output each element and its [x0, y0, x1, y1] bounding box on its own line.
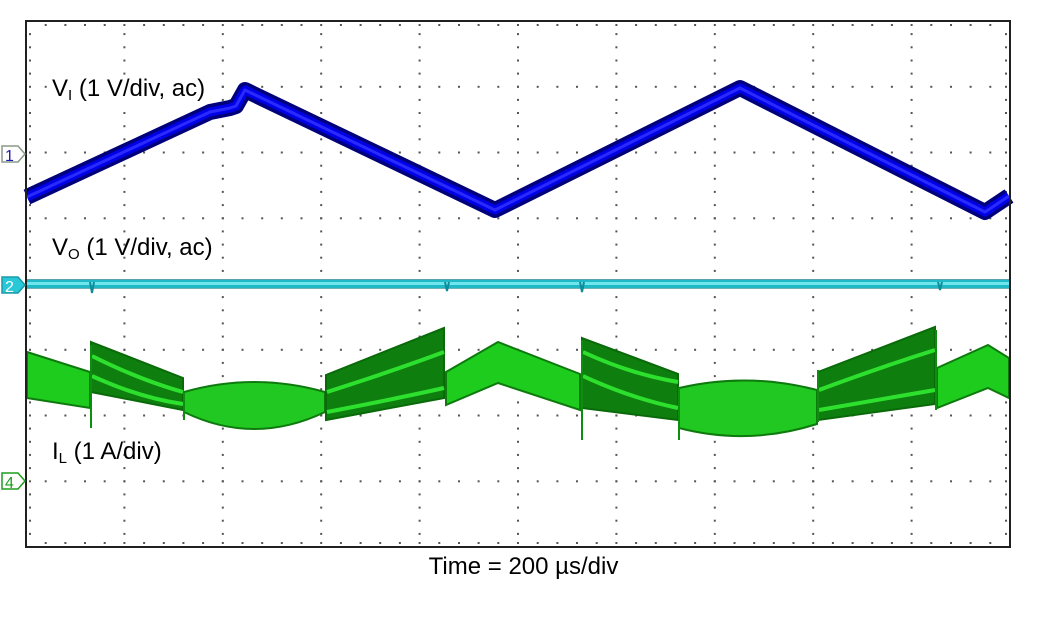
il-label-sub: L [58, 450, 68, 467]
svg-text:1: 1 [5, 148, 14, 165]
vi-label-main: V [52, 75, 69, 102]
vo-label-sub: O [68, 246, 80, 263]
vi-label-sub: I [68, 87, 73, 104]
il-label-rest: (1 A/div) [67, 438, 162, 465]
channel-2-marker: 2 [1, 276, 26, 296]
il-trace [26, 325, 1010, 440]
vo-label-rest: (1 V/div, ac) [79, 234, 213, 261]
channel-1-marker: 1 [1, 145, 26, 165]
il-label-main: I [52, 438, 59, 465]
vo-label: VO (1 V/div, ac) [52, 234, 213, 263]
x-axis-label: Time = 200 µs/div [428, 553, 619, 580]
vi-trace [23, 80, 1014, 220]
vo-label-main: V [52, 234, 69, 261]
vi-label: VI (1 V/div, ac) [52, 75, 210, 104]
vi-label-rest: (1 V/div, ac) [72, 75, 206, 102]
vo-trace [27, 279, 1009, 294]
svg-text:2: 2 [5, 279, 14, 296]
il-label: IL (1 A/div) [52, 438, 162, 467]
channel-4-marker: 4 [1, 472, 26, 492]
plot-border [25, 20, 1011, 548]
svg-text:4: 4 [5, 475, 14, 492]
